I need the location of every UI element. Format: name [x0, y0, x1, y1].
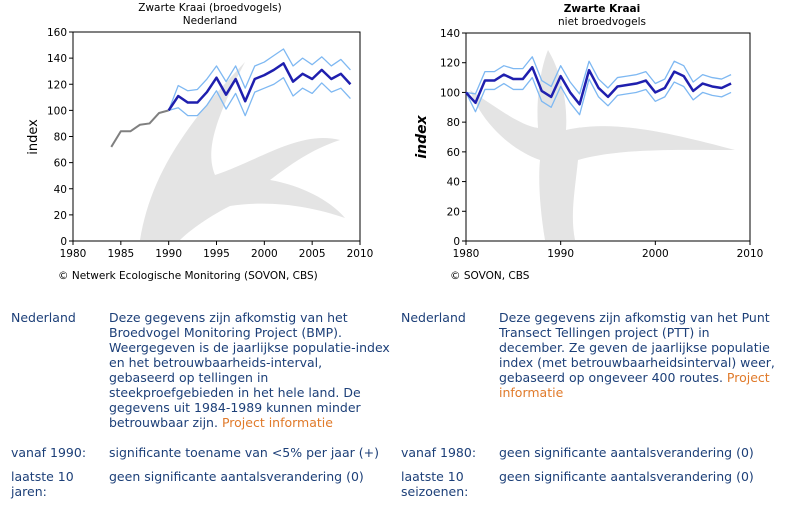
y-axis-label: index — [26, 119, 41, 155]
x-tick-label: 1980 — [453, 248, 480, 260]
y-tick-label: 100 — [47, 105, 67, 117]
info: Nederland Deze gegevens zijn afkomstig v… — [0, 310, 792, 510]
bird-silhouette — [470, 50, 735, 240]
series-line — [465, 65, 732, 106]
x-tick-label: 1985 — [107, 248, 134, 260]
row-text: Deze gegevens zijn afkomstig van het Bro… — [109, 310, 391, 430]
row-text: Deze gegevens zijn afkomstig van het Pun… — [499, 310, 779, 400]
row-text: geen significante aantalsverandering (0) — [109, 469, 364, 484]
y-tick-label: 20 — [54, 210, 67, 222]
series-line — [465, 56, 732, 95]
chart-footer: © Netwerk Ecologische Monitoring (SOVON,… — [58, 270, 318, 282]
y-axis-label: index — [414, 114, 430, 158]
row-label: laatste 10 seizoenen: — [401, 469, 469, 499]
chart: Zwarte Kraai (broedvogels) Nederland ind… — [26, 2, 373, 282]
x-tick-label: 1990 — [547, 248, 574, 260]
project-link[interactable]: Project informatie — [499, 370, 770, 400]
x-tick-label: 1980 — [60, 248, 87, 260]
row-label: vanaf 1990: — [11, 445, 87, 460]
y-tick-label: 0 — [60, 236, 67, 248]
series-line — [110, 109, 169, 148]
y-tick-label: 60 — [54, 158, 67, 170]
chart: Zwarte Kraai niet broedvogels index © SO… — [414, 3, 763, 282]
y-tick-label: 100 — [440, 87, 460, 99]
series-line — [167, 62, 352, 112]
series-line — [168, 77, 351, 117]
project-link[interactable]: Project informatie — [221, 415, 333, 430]
x-tick-label: 1995 — [203, 248, 230, 260]
x-tick-label: 1990 — [155, 248, 182, 260]
y-tick-label: 40 — [54, 184, 67, 196]
row-label: Nederland — [401, 310, 466, 325]
series-line — [465, 76, 732, 116]
row-text: significante toename van <5% per jaar (+… — [109, 445, 379, 460]
row-text: geen significante aantalsverandering (0) — [499, 469, 754, 484]
y-tick-label: 80 — [447, 117, 460, 129]
x-tick-label: 2010 — [737, 248, 764, 260]
y-tick-label: 0 — [453, 236, 460, 248]
y-tick-label: 140 — [47, 53, 67, 65]
chart-subtitle: Nederland — [183, 15, 237, 27]
y-tick-label: 120 — [47, 79, 67, 91]
y-tick-label: 80 — [54, 132, 67, 144]
series-line — [168, 48, 351, 111]
charts: Zwarte Kraai (broedvogels) Nederland ind… — [26, 2, 763, 282]
y-tick-label: 120 — [440, 58, 460, 70]
bird-silhouette — [140, 62, 345, 240]
chart-title: Zwarte Kraai — [564, 3, 640, 15]
x-tick-label: 2005 — [299, 248, 326, 260]
description: Deze gegevens zijn afkomstig van het Pun… — [499, 310, 775, 385]
x-tick-label: 2010 — [347, 248, 374, 260]
y-tick-label: 20 — [447, 206, 460, 218]
plot-frame — [465, 32, 751, 242]
y-tick-label: 60 — [447, 147, 460, 159]
row-text: geen significante aantalsverandering (0) — [499, 445, 754, 460]
y-tick-label: 40 — [447, 177, 460, 189]
chart-subtitle: niet broedvogels — [558, 16, 646, 28]
x-tick-label: 2000 — [642, 248, 669, 260]
y-tick-label: 140 — [440, 28, 460, 40]
row-label: vanaf 1980: — [401, 445, 477, 460]
chart-footer: © SOVON, CBS — [450, 270, 530, 282]
x-tick-label: 2000 — [251, 248, 278, 260]
row-label: laatste 10 jaren: — [11, 469, 74, 499]
description: Deze gegevens zijn afkomstig van het Bro… — [109, 310, 390, 430]
y-tick-label: 160 — [47, 27, 67, 39]
row-label: Nederland — [11, 310, 76, 325]
chart-title: Zwarte Kraai (broedvogels) — [138, 2, 281, 14]
